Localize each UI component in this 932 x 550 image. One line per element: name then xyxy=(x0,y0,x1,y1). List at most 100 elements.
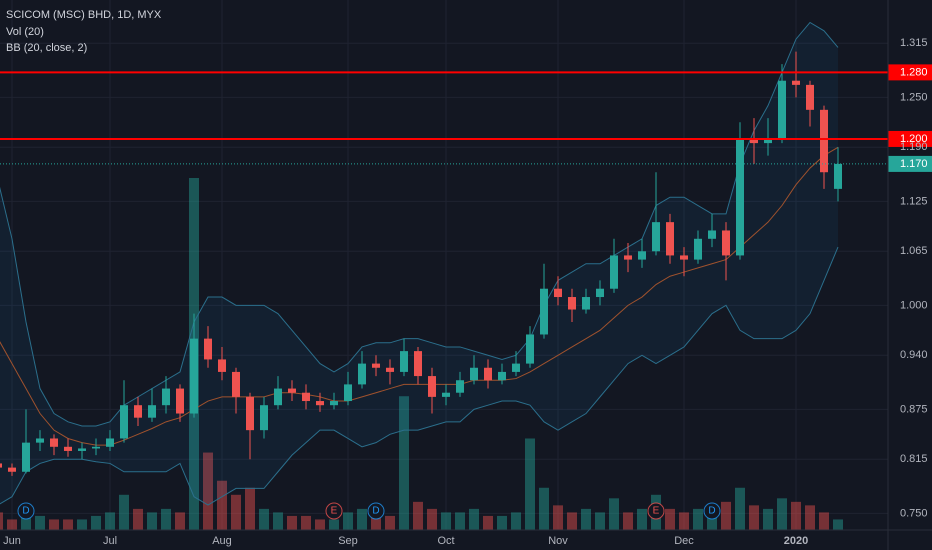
chart-title: SCICOM (MSC) BHD, 1D, MYX xyxy=(6,9,162,21)
candle-body xyxy=(568,297,576,310)
volume-bar xyxy=(623,512,633,530)
candle-body xyxy=(456,380,464,393)
candle-body xyxy=(442,392,450,397)
candle-body xyxy=(246,396,254,431)
volume-bar xyxy=(371,515,381,530)
candle-body xyxy=(708,230,716,239)
candle-body xyxy=(330,401,338,406)
volume-bar xyxy=(301,515,311,530)
level-label: 1.280 xyxy=(900,66,928,78)
candle-body xyxy=(344,384,352,402)
candle-body xyxy=(540,288,548,335)
volume-bar xyxy=(21,515,31,530)
y-tick-label: 0.940 xyxy=(900,349,928,361)
candle-body xyxy=(526,334,534,364)
candle-body xyxy=(400,351,408,372)
x-tick-label: 2020 xyxy=(784,535,808,547)
candle-body xyxy=(792,80,800,85)
candle-body xyxy=(8,467,16,472)
volume-bar xyxy=(539,487,549,530)
volume-bar xyxy=(525,438,535,530)
x-tick-label: Jun xyxy=(3,535,21,547)
volume-bar xyxy=(147,512,157,530)
candle-body xyxy=(204,338,212,360)
volume-bar xyxy=(805,505,815,530)
candle-body xyxy=(372,363,380,368)
volume-bar xyxy=(399,396,409,530)
event-badge xyxy=(325,502,343,520)
candle-body xyxy=(596,288,604,298)
candle-body xyxy=(638,251,646,260)
volume-bar xyxy=(665,508,675,530)
candle-body xyxy=(78,448,86,451)
event-label: E xyxy=(331,506,338,517)
x-tick-label: Dec xyxy=(674,535,694,547)
volume-bar xyxy=(35,515,45,530)
y-tick-label: 1.250 xyxy=(900,91,928,103)
candle-body xyxy=(120,405,128,439)
volume-bar xyxy=(511,512,521,530)
volume-bar xyxy=(287,515,297,530)
volume-bar xyxy=(455,512,465,530)
candle-body xyxy=(358,363,366,385)
candle-body xyxy=(22,442,30,472)
candle-body xyxy=(694,238,702,260)
volume-bar xyxy=(175,512,185,530)
volume-bar xyxy=(483,515,493,530)
candle-body xyxy=(680,255,688,260)
volume-bar xyxy=(763,508,773,530)
volume-bar xyxy=(385,515,395,530)
candle-body xyxy=(176,388,184,414)
event-badge xyxy=(647,502,665,520)
volume-bar xyxy=(595,512,605,530)
volume-bar xyxy=(693,508,703,530)
level-tag xyxy=(888,64,932,81)
y-tick-label: 1.000 xyxy=(900,299,928,311)
candle-body xyxy=(624,255,632,260)
event-label: E xyxy=(653,506,660,517)
volume-bar xyxy=(0,512,3,530)
volume-pane xyxy=(0,178,843,530)
candle-body xyxy=(50,438,58,447)
candle-body xyxy=(512,363,520,372)
overlay: D E D E D 1.280 1.200 1.170 xyxy=(0,64,932,520)
candle-body xyxy=(0,463,2,468)
volume-bar xyxy=(91,515,101,530)
volume-bar xyxy=(469,508,479,530)
candle-body xyxy=(386,367,394,372)
level-tag xyxy=(888,130,932,147)
candle-body xyxy=(582,297,590,310)
volume-bar xyxy=(119,494,129,530)
y-tick-label: 1.315 xyxy=(900,37,928,49)
indicator-label: BB (20, close, 2) xyxy=(6,42,87,54)
volume-bar xyxy=(413,501,423,530)
bb-lower xyxy=(0,246,839,506)
y-tick-label: 0.815 xyxy=(900,453,928,465)
volume-bar xyxy=(105,512,115,530)
event-badge xyxy=(703,502,721,520)
x-tick-label: Nov xyxy=(548,535,568,547)
candles xyxy=(0,51,842,476)
y-tick-label: 1.125 xyxy=(900,195,928,207)
candle-body xyxy=(92,446,100,449)
volume-bar xyxy=(553,505,563,530)
volume-bar xyxy=(329,519,339,530)
volume-bar xyxy=(49,519,59,530)
last-price-tag xyxy=(888,155,932,172)
candle-body xyxy=(302,392,310,402)
candle-body xyxy=(652,222,660,252)
last-price-label: 1.170 xyxy=(900,158,928,170)
y-tick-label: 1.190 xyxy=(900,141,928,153)
volume-bar xyxy=(427,508,437,530)
volume-bar xyxy=(273,512,283,530)
candle-body xyxy=(274,388,282,406)
volume-bar xyxy=(133,508,143,530)
candle-body xyxy=(554,288,562,298)
event-label: D xyxy=(372,506,379,517)
event-badge xyxy=(17,502,35,520)
y-tick-label: 0.875 xyxy=(900,403,928,415)
volume-bar xyxy=(343,512,353,530)
candle-body xyxy=(820,109,828,173)
